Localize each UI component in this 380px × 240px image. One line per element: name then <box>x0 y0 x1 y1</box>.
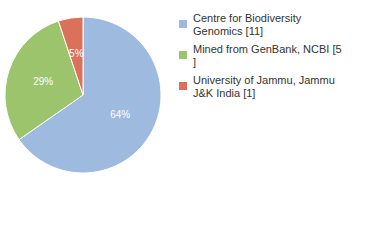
svg-text:]: ] <box>193 56 196 68</box>
svg-text:64%: 64% <box>110 109 130 120</box>
svg-text:29%: 29% <box>33 76 53 87</box>
svg-text:J&K India [1]: J&K India [1] <box>193 87 255 99</box>
svg-text:5%: 5% <box>69 48 84 59</box>
svg-text:Mined from GenBank, NCBI [5: Mined from GenBank, NCBI [5 <box>193 43 342 55</box>
svg-text:Genomics [11]: Genomics [11] <box>193 25 263 37</box>
svg-text:Centre for Biodiversity: Centre for Biodiversity <box>193 12 304 24</box>
svg-text:University of Jammu, Jammu: University of Jammu, Jammu <box>193 74 338 86</box>
